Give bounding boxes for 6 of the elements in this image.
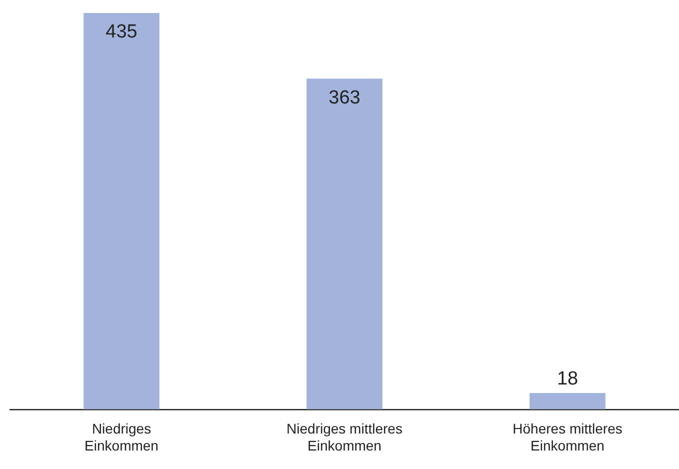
data-label: 18 <box>556 368 578 390</box>
x-tick-label: Niedriges mittleres Einkommen <box>286 420 402 454</box>
x-tick-label: Höheres mittleres Einkommen <box>512 420 622 454</box>
data-label: 363 <box>328 87 360 108</box>
data-label: 435 <box>106 22 138 43</box>
x-tick-label: Niedriges Einkommen <box>84 420 158 454</box>
